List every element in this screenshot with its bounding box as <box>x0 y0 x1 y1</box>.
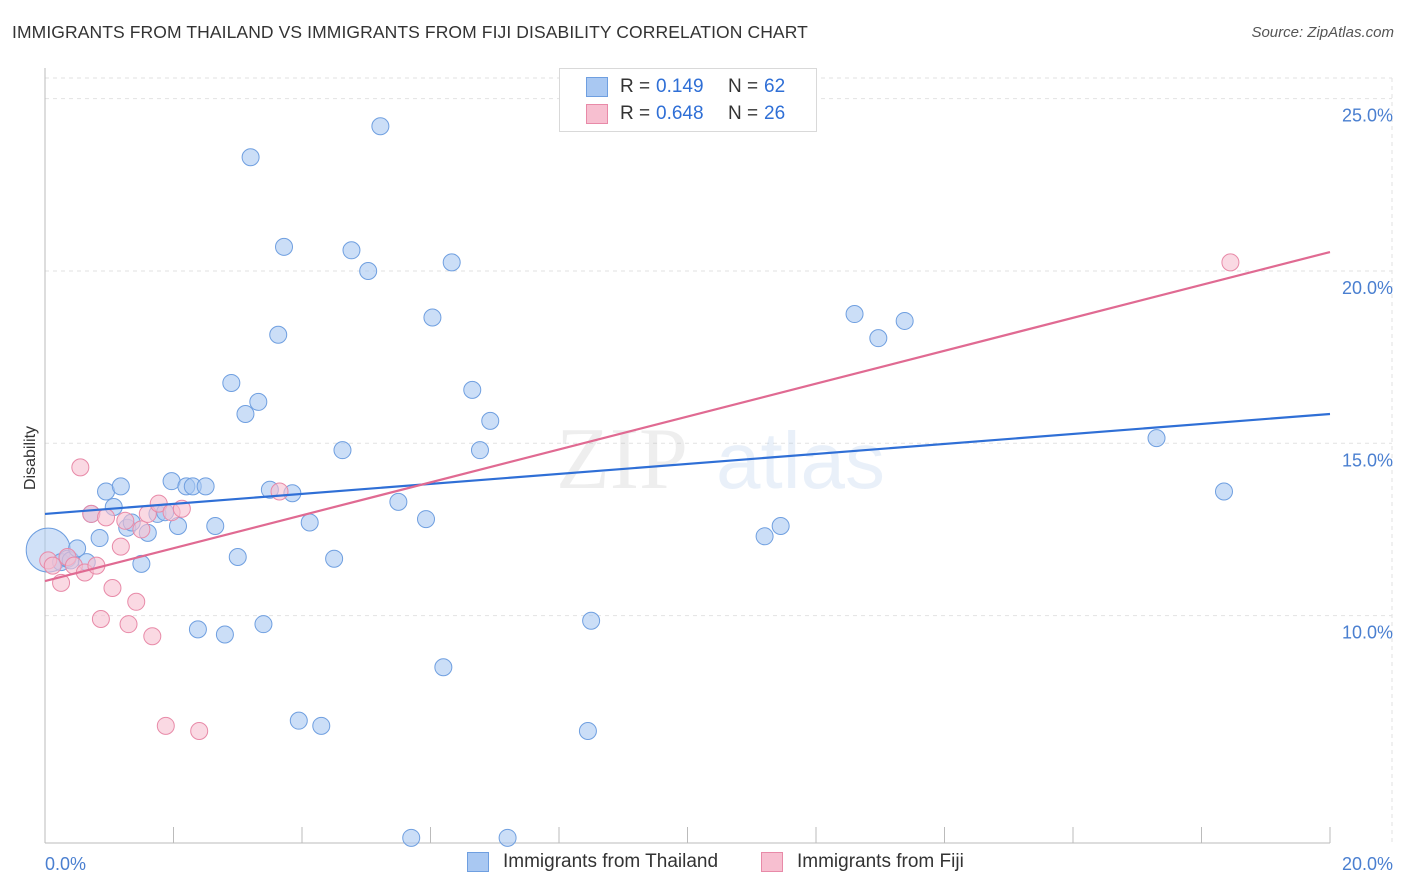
thailand-point <box>289 711 308 730</box>
fiji-point <box>143 627 162 646</box>
fiji-point <box>190 722 209 741</box>
fiji-swatch <box>586 104 608 124</box>
thailand-point <box>196 477 215 496</box>
thailand-point <box>417 510 436 529</box>
thailand-point <box>206 516 225 535</box>
y-tick-label: 20.0% <box>1342 278 1393 298</box>
thailand-point <box>1147 429 1166 448</box>
fiji-point <box>270 482 289 501</box>
legend-item-fiji[interactable]: Immigrants from Fiji <box>761 851 964 873</box>
watermark-zip: ZIP <box>556 411 688 508</box>
thailand-point <box>578 722 597 741</box>
thailand-point <box>1214 482 1233 501</box>
y-tick-label: 10.0% <box>1342 623 1393 643</box>
axes <box>44 68 1331 844</box>
fiji-legend-swatch <box>761 852 783 872</box>
n-label: N = <box>728 103 759 124</box>
thailand-point <box>312 716 331 735</box>
trend-lines <box>44 250 1331 583</box>
thailand-point <box>325 549 344 568</box>
thailand-point <box>333 441 352 460</box>
thailand-point <box>895 311 914 330</box>
thailand-point <box>423 308 442 327</box>
thailand-point <box>845 305 864 324</box>
legend-row-fiji: R = 0.648 N = 26 <box>586 101 785 127</box>
thailand-point <box>582 611 601 630</box>
fiji-point <box>1221 253 1240 272</box>
series-legend: Immigrants from Thailand Immigrants from… <box>0 851 1406 877</box>
y-tick-label: 25.0% <box>1342 106 1393 126</box>
thailand-point <box>481 411 500 430</box>
thailand-point <box>771 516 790 535</box>
chart-title: IMMIGRANTS FROM THAILAND VS IMMIGRANTS F… <box>12 22 808 42</box>
thailand-point <box>269 325 288 344</box>
fiji-point <box>103 579 122 597</box>
r-label: R = <box>620 76 651 97</box>
x-tick-labels: 0.0% 20.0% <box>45 854 1393 874</box>
fiji-point <box>119 615 138 634</box>
thailand-point <box>300 513 319 532</box>
correlation-legend: R = 0.149 N = 62 R = 0.648 N = 26 <box>559 68 817 132</box>
thailand-point <box>228 547 247 566</box>
fiji-point <box>132 520 151 539</box>
y-tick-labels: 10.0% 15.0% 20.0% 25.0% <box>1342 106 1393 643</box>
thailand-point <box>215 625 234 644</box>
thailand-trend-line <box>44 412 1331 516</box>
fiji-point <box>127 592 146 611</box>
fiji-legend-label: Immigrants from Fiji <box>797 851 964 872</box>
thailand-point <box>188 620 207 639</box>
fiji-point <box>156 716 175 735</box>
thailand-point <box>463 380 482 399</box>
thailand-point <box>498 828 517 847</box>
fiji-point <box>43 556 62 575</box>
thailand-point <box>470 441 489 460</box>
thailand-point <box>402 828 421 847</box>
legend-row-thailand: R = 0.149 N = 62 <box>586 74 785 100</box>
fiji-trend-line <box>44 250 1331 583</box>
thailand-point <box>869 329 888 348</box>
fiji-point <box>97 508 116 527</box>
thailand-point <box>275 237 294 256</box>
y-tick-label: 15.0% <box>1342 450 1393 470</box>
thailand-point <box>359 261 378 280</box>
source-credit: Source: ZipAtlas.com <box>1251 24 1394 41</box>
n-value: 26 <box>764 103 786 124</box>
thailand-legend-swatch <box>467 852 489 872</box>
thailand-point <box>755 527 774 546</box>
thailand-point <box>342 241 361 260</box>
thailand-point <box>442 253 461 272</box>
n-value: 62 <box>764 76 786 97</box>
fiji-point <box>111 537 130 556</box>
fiji-point <box>82 504 101 523</box>
thailand-point <box>90 529 109 548</box>
watermark: ZIP atlas <box>556 411 885 508</box>
fiji-point <box>71 458 90 477</box>
n-label: N = <box>728 76 759 97</box>
y-axis-label: Disability <box>22 426 39 490</box>
thailand-point <box>241 148 260 167</box>
x-tick-label: 0.0% <box>45 854 86 874</box>
thailand-point <box>371 117 390 136</box>
thailand-point <box>254 615 273 634</box>
fiji-point <box>91 610 110 629</box>
thailand-legend-label: Immigrants from Thailand <box>503 851 719 872</box>
series-fiji-points <box>39 253 1240 741</box>
fiji-point <box>116 511 135 530</box>
r-value: 0.648 <box>656 103 704 124</box>
thailand-point <box>111 477 130 496</box>
r-value: 0.149 <box>656 76 704 97</box>
thailand-point <box>222 373 241 392</box>
legend-item-thailand[interactable]: Immigrants from Thailand <box>467 851 718 873</box>
thailand-point <box>236 404 255 423</box>
r-label: R = <box>620 103 651 124</box>
thailand-point <box>434 658 453 677</box>
x-tick-label: 20.0% <box>1342 854 1393 874</box>
thailand-point <box>389 492 408 511</box>
thailand-swatch <box>586 77 608 97</box>
thailand-point <box>249 392 268 411</box>
